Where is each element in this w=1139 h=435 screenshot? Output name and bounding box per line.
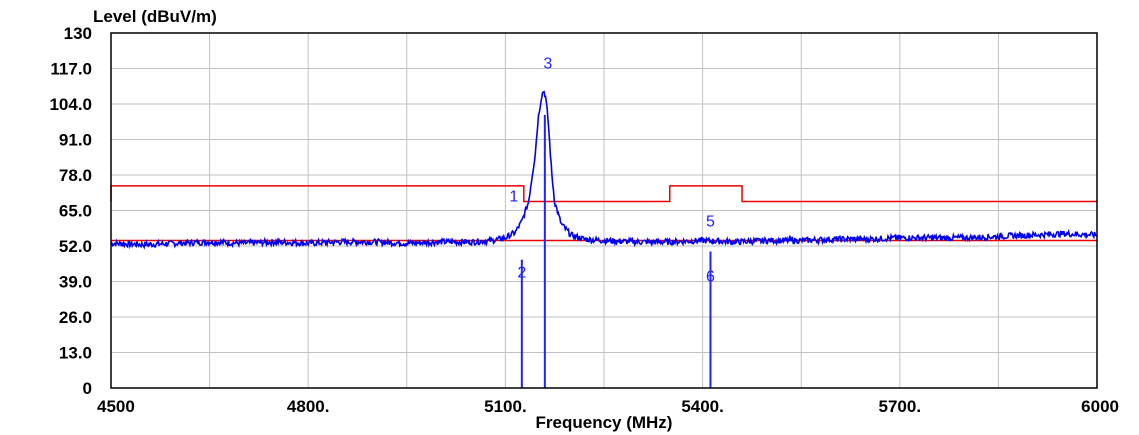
y-tick-label: 65.0 — [59, 202, 92, 221]
limit-line — [110, 185, 1097, 203]
y-tick-label: 117.0 — [50, 60, 92, 79]
y-tick-label: 104.0 — [49, 95, 92, 114]
y-axis-title: Level (dBuV/m) — [93, 7, 217, 26]
x-tick-label: 4500 — [97, 397, 135, 416]
x-tick-label: 5700. — [879, 397, 922, 416]
y-tick-label: 0 — [83, 379, 92, 398]
marker-label: 3 — [543, 55, 552, 72]
marker-label: 2 — [517, 265, 526, 282]
x-tick-label: 6000 — [1081, 397, 1119, 416]
marker-label: 1 — [509, 188, 518, 205]
tick-labels: 0 13.0 26.0 39.0 52.0 65.0 78.0 91.0 104.0 117.0 1… — [49, 24, 1119, 416]
measured-trace — [110, 90, 1098, 250]
y-tick-label: 91.0 — [59, 131, 92, 150]
plot-frame — [110, 32, 1098, 389]
markers: 1 2 3 5 6 — [509, 55, 715, 388]
y-tick-label: 13.0 — [59, 344, 92, 363]
x-axis-title: Frequency (MHz) — [536, 413, 673, 432]
marker-label: 6 — [706, 269, 715, 286]
series — [110, 90, 1098, 250]
y-tick-label: 52.0 — [59, 237, 92, 256]
x-tick-label: 4800. — [287, 397, 330, 416]
y-tick-label: 39.0 — [59, 273, 92, 292]
x-tick-label: 5400. — [681, 397, 724, 416]
grid — [111, 33, 1097, 388]
marker-label: 5 — [706, 214, 715, 231]
y-tick-label: 26.0 — [59, 308, 92, 327]
y-tick-label: 130 — [64, 24, 92, 43]
x-tick-label: 5100. — [484, 397, 527, 416]
y-tick-label: 78.0 — [59, 166, 92, 185]
